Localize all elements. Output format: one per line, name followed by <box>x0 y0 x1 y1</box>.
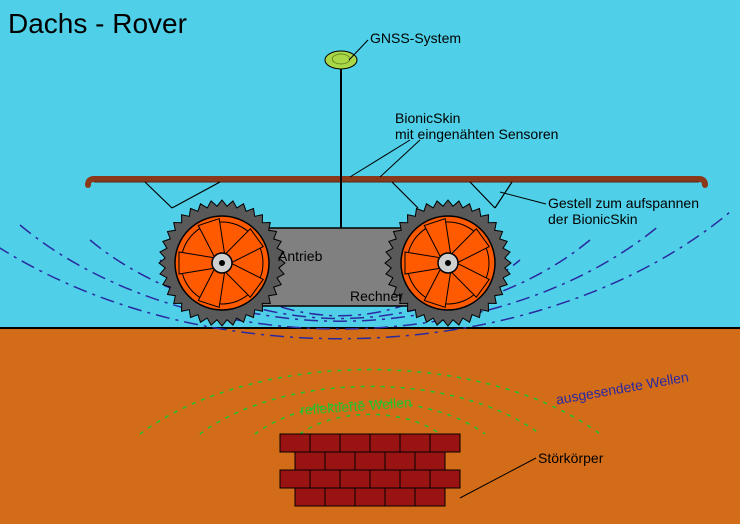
gestell-label: Gestell zum aufspannen der BionicSkin <box>548 195 699 227</box>
gnss-label: GNSS-System <box>370 30 461 46</box>
diagram-canvas <box>0 0 740 524</box>
bionicskin-label: BionicSkin mit eingenähten Sensoren <box>395 110 558 142</box>
antrieb-label: Antrieb <box>278 248 322 264</box>
rechner-label: Rechner <box>350 288 403 304</box>
page-title: Dachs - Rover <box>8 8 187 40</box>
stoerkoerper-label: Störkörper <box>538 450 603 466</box>
